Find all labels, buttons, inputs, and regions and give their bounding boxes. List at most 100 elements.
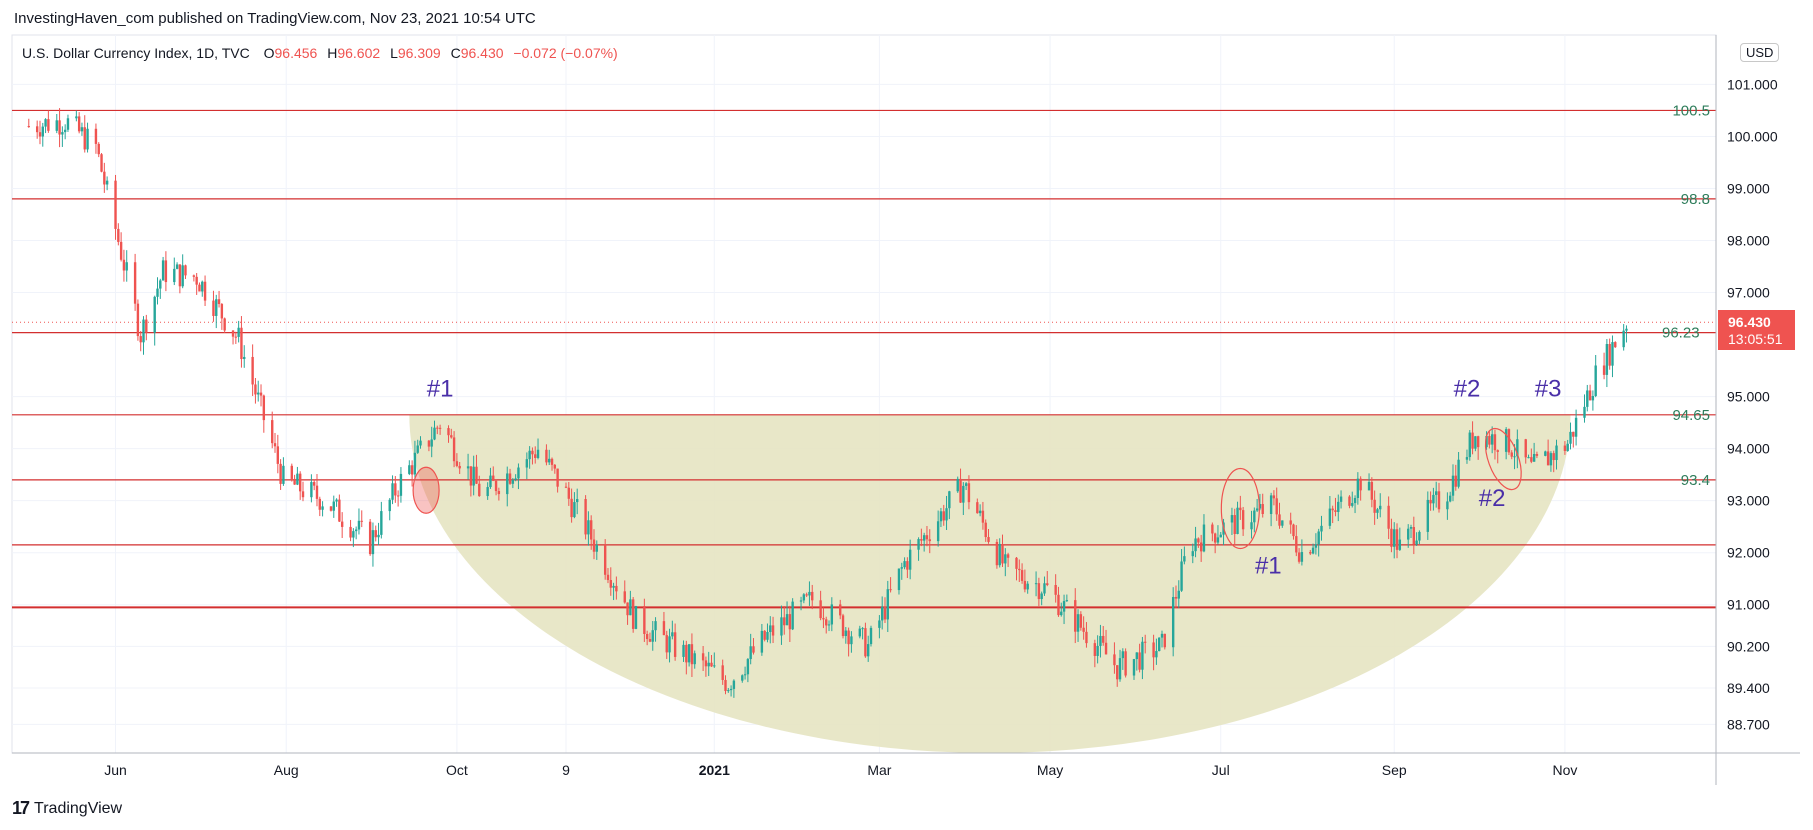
candle-body [592,539,596,552]
candle-body [1261,504,1264,515]
candle-body [830,604,834,625]
candle-body [1191,551,1194,557]
candle-body [419,440,422,446]
candle-body [105,180,109,185]
candle-body [1339,496,1343,502]
candle-body [1297,552,1301,562]
candle-body [1034,583,1038,585]
candle-body [1233,515,1236,535]
candle-body [296,473,299,485]
candle-body [240,327,243,360]
candle-body [1121,651,1125,659]
candle-body [1124,651,1127,676]
candle-body [83,127,86,150]
tradingview-brand: 17 TradingView [12,798,122,819]
candle-body [570,498,573,518]
candle-body [948,491,951,509]
candle-body [1454,475,1457,487]
date-tick-label: 2021 [699,762,730,778]
candle-body [1004,554,1007,564]
candle-body [685,644,688,663]
candle-body [1099,635,1102,646]
candle-body [1278,514,1281,526]
candle-body [1157,637,1161,652]
candle-body [603,544,607,575]
candle-body [525,459,529,468]
candle-body [338,499,341,522]
candle-body [693,653,696,665]
candle-body [452,437,456,462]
candle-body [290,465,294,479]
candle-body [231,330,235,337]
candle-body [645,634,649,640]
candle-body [1180,561,1183,591]
price-tag-box [1718,310,1795,350]
candle-body [1594,365,1597,397]
candle-body [922,535,926,541]
candle-body [536,449,540,458]
candle-body [1611,342,1614,366]
candle-body [1513,456,1516,458]
candle-body [1387,505,1390,529]
candle-body [631,599,635,629]
low-label: L [390,45,398,61]
candle-body [416,445,419,453]
candle-body [1093,643,1097,656]
candle-body [1625,328,1628,331]
candle-body [1118,658,1122,680]
candle-body [939,511,943,522]
annotation-label: #2 [1479,485,1506,512]
candle-body [878,620,881,628]
candle-body [1544,451,1547,456]
candle-body [1241,510,1245,530]
candle-body [1074,600,1077,632]
date-tick-label: 9 [562,762,570,778]
candle-body [97,143,100,155]
candle-body [1465,457,1469,460]
candle-body [721,665,724,680]
candle-body [80,127,84,132]
candle-body [707,662,710,667]
candle-body [1211,524,1214,534]
candle-body [1062,601,1066,612]
candle-body [1082,627,1085,632]
high-value: 96.602 [337,45,380,61]
candle-body [1065,600,1069,602]
annotation-label: #3 [1535,376,1562,403]
candle-body [340,521,344,527]
candle-body [1418,531,1421,541]
candle-body [368,521,372,555]
candle-body [181,265,184,287]
candle-body [1141,641,1144,670]
candle-body [612,585,615,588]
candle-body [1376,509,1379,513]
candle-body [335,499,338,502]
currency-badge[interactable]: USD [1740,43,1780,62]
candle-body [967,483,971,503]
candle-body [1255,508,1259,511]
candle-body [643,606,646,635]
candle-body [458,465,461,469]
candle-body [984,522,987,538]
candle-body [827,624,831,626]
candle-body [75,116,78,119]
candle-body [217,299,221,305]
candle-body [506,473,509,495]
candle-body [1155,651,1158,658]
candle-body [94,128,98,144]
candle-body [704,660,708,667]
candle-body [514,478,517,480]
candle-body [531,450,534,455]
candle-body [769,625,772,633]
candle-body [377,534,380,538]
candle-body [1328,508,1332,526]
candle-body [903,561,906,568]
candle-body [318,498,321,510]
candle-body [469,466,473,486]
candle-body [122,259,126,271]
candle-body [1507,429,1511,453]
candle-body [301,491,305,498]
candle-body [1258,504,1262,509]
high-label: H [327,45,337,61]
